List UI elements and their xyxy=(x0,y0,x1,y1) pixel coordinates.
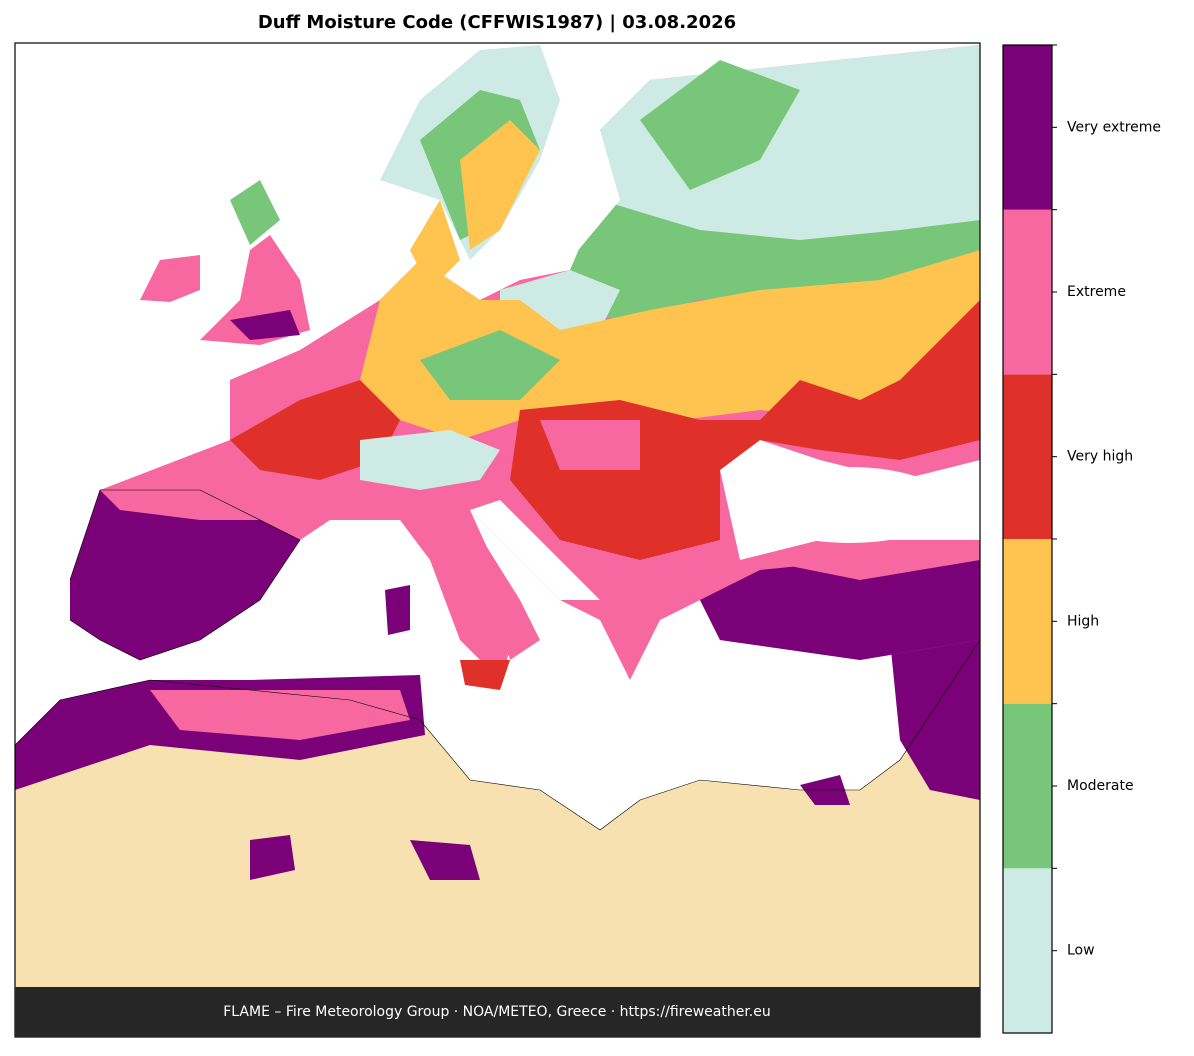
footer-band xyxy=(15,987,980,1037)
colorbar-label: Extreme xyxy=(1067,284,1126,300)
colorbar-segment xyxy=(1003,209,1052,375)
colorbar-label: Low xyxy=(1067,943,1095,959)
colorbar: Low Moderate High Very high Extreme Very extr… xyxy=(1002,44,1161,1034)
colorbar-segment xyxy=(1003,868,1052,1033)
map-title: Duff Moisture Code (CFFWIS1987) | 03.08.… xyxy=(258,12,736,33)
colorbar-segment xyxy=(1003,539,1052,704)
colorbar-frame xyxy=(1002,44,1053,1034)
footer-credit: FLAME – Fire Meteorology Group · NOA/MET… xyxy=(223,1004,771,1020)
colorbar-label: Very extreme xyxy=(1067,119,1161,135)
colorbar-segment xyxy=(1003,374,1052,539)
colorbar-label: Very high xyxy=(1067,449,1133,465)
colorbar-segment xyxy=(1003,703,1052,869)
colorbar-label: Moderate xyxy=(1067,778,1134,794)
map xyxy=(14,42,981,1038)
colorbar-label: High xyxy=(1067,613,1099,629)
colorbar-segment xyxy=(1003,45,1052,210)
